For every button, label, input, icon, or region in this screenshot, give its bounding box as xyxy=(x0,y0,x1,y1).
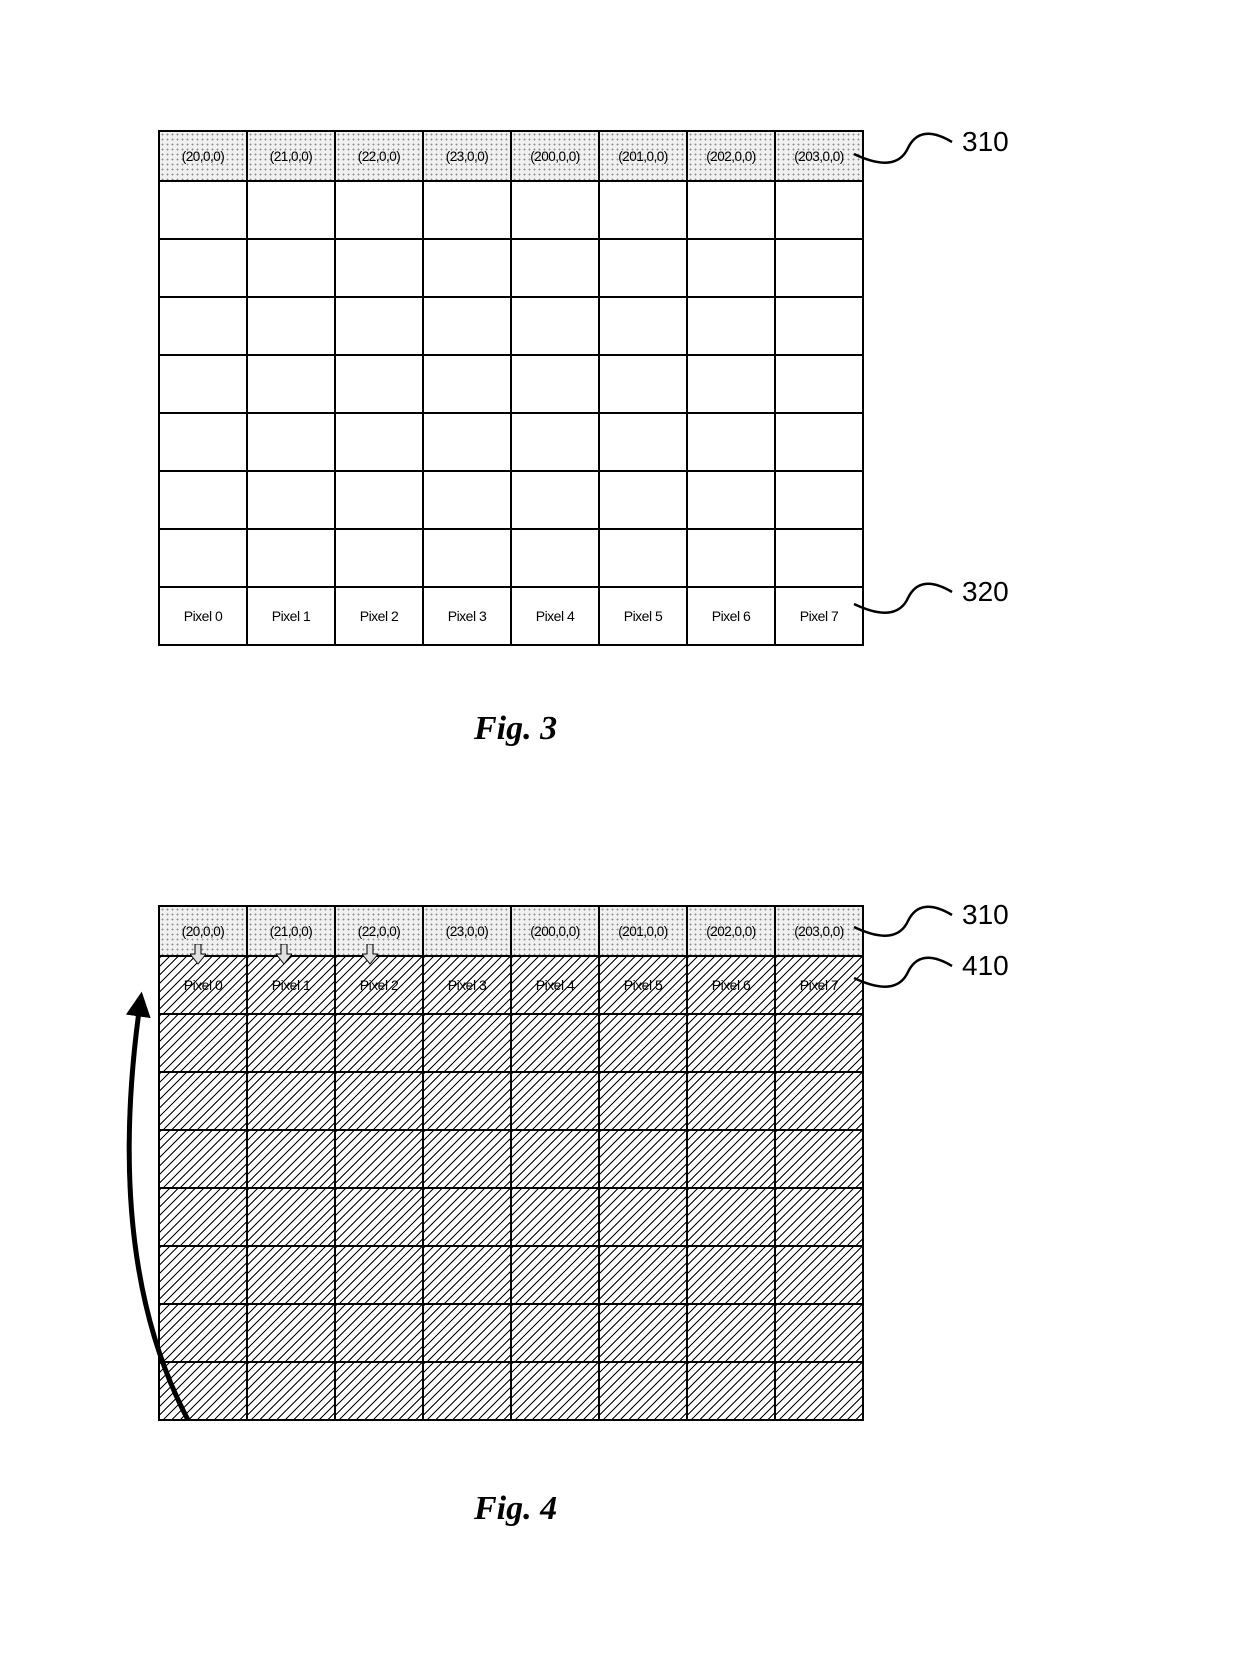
fig4-pixel-label: Pixel 3 xyxy=(448,977,487,993)
fig4-body-row xyxy=(159,1014,863,1072)
down-arrow-icon xyxy=(362,944,374,960)
fig3-pixel-label: Pixel 4 xyxy=(536,608,575,624)
fig4-header-label: (22,0,0) xyxy=(358,924,401,939)
fig3-header-cell: (200,0,0) xyxy=(511,131,599,181)
fig4-pixel-label: Pixel 7 xyxy=(800,977,839,993)
fig4-pixel-label: Pixel 4 xyxy=(536,977,575,993)
fig4-pixel-cell: Pixel 4 xyxy=(511,956,599,1014)
fig3-body-row xyxy=(159,297,863,355)
fig4-header-label: (23,0,0) xyxy=(446,924,489,939)
fig3-pixel-cell: Pixel 4 xyxy=(511,587,599,645)
figure-4-grid: (20,0,0) (21,0,0) (22,0,0) (23,0,0) (200… xyxy=(158,905,864,1421)
fig4-body-row xyxy=(159,1304,863,1362)
fig4-pixel-cell: Pixel 2 xyxy=(335,956,423,1014)
fig3-body-row xyxy=(159,529,863,587)
fig3-pixel-cell: Pixel 2 xyxy=(335,587,423,645)
fig4-header-label: (202,0,0) xyxy=(706,924,756,939)
fig4-body-row xyxy=(159,1246,863,1304)
fig3-header-label: (21,0,0) xyxy=(270,149,313,164)
figure-3-block: (20,0,0) (21,0,0) (22,0,0) (23,0,0) (200… xyxy=(158,130,864,646)
fig4-header-label: (20,0,0) xyxy=(182,924,225,939)
fig4-header-label: (200,0,0) xyxy=(530,924,580,939)
fig3-header-label: (202,0,0) xyxy=(706,149,756,164)
fig3-pixel-label: Pixel 6 xyxy=(712,608,751,624)
fig4-body-row xyxy=(159,1072,863,1130)
fig4-pixel-label: Pixel 6 xyxy=(712,977,751,993)
fig4-pixel-label: Pixel 1 xyxy=(272,977,311,993)
caption-fig4: Fig. 4 xyxy=(474,1490,557,1528)
fig3-body-row xyxy=(159,181,863,239)
fig3-pixel-cell: Pixel 5 xyxy=(599,587,687,645)
fig3-header-cell: (202,0,0) xyxy=(687,131,775,181)
fig3-header-row: (20,0,0) (21,0,0) (22,0,0) (23,0,0) (200… xyxy=(159,131,863,181)
fig4-header-label: (203,0,0) xyxy=(794,924,844,939)
fig4-header-label: (201,0,0) xyxy=(618,924,668,939)
fig4-header-cell: (23,0,0) xyxy=(423,906,511,956)
fig4-header-cell: (201,0,0) xyxy=(599,906,687,956)
fig3-header-cell: (20,0,0) xyxy=(159,131,247,181)
fig3-pixel-cell: Pixel 6 xyxy=(687,587,775,645)
fig3-header-label: (23,0,0) xyxy=(446,149,489,164)
fig3-pixel-label: Pixel 0 xyxy=(184,608,223,624)
fig3-header-cell: (201,0,0) xyxy=(599,131,687,181)
fig3-header-label: (22,0,0) xyxy=(358,149,401,164)
fig4-body-row xyxy=(159,1362,863,1420)
fig4-pixel-label: Pixel 0 xyxy=(184,977,223,993)
fig3-pixel-cell: Pixel 3 xyxy=(423,587,511,645)
figure-3-grid: (20,0,0) (21,0,0) (22,0,0) (23,0,0) (200… xyxy=(158,130,864,646)
fig4-pixel-label: Pixel 5 xyxy=(624,977,663,993)
fig3-header-label: (203,0,0) xyxy=(794,149,844,164)
fig3-header-cell: (22,0,0) xyxy=(335,131,423,181)
fig3-header-cell: (23,0,0) xyxy=(423,131,511,181)
fig4-pixel-row: Pixel 0 Pixel 1 Pixel 2 Pixel 3 Pixel 4 … xyxy=(159,956,863,1014)
fig3-body-row xyxy=(159,413,863,471)
fig4-body-row xyxy=(159,1188,863,1246)
fig3-body-row xyxy=(159,471,863,529)
fig3-pixel-cell: Pixel 1 xyxy=(247,587,335,645)
figure-4-block: (20,0,0) (21,0,0) (22,0,0) (23,0,0) (200… xyxy=(158,905,864,1421)
fig3-pixel-cell: Pixel 0 xyxy=(159,587,247,645)
fig4-header-label: (21,0,0) xyxy=(270,924,313,939)
fig3-pixel-label: Pixel 1 xyxy=(272,608,311,624)
callout-label-320-fig3: 320 xyxy=(962,576,1009,608)
down-arrow-icon xyxy=(190,944,202,960)
fig3-header-label: (20,0,0) xyxy=(182,149,225,164)
callout-curve-410 xyxy=(848,952,968,1000)
fig4-pixel-cell: Pixel 5 xyxy=(599,956,687,1014)
fig4-header-row: (20,0,0) (21,0,0) (22,0,0) (23,0,0) (200… xyxy=(159,906,863,956)
fig4-body-row xyxy=(159,1130,863,1188)
callout-label-310-fig4: 310 xyxy=(962,899,1009,931)
fig4-header-cell: (202,0,0) xyxy=(687,906,775,956)
curved-arrow-icon xyxy=(80,980,200,1440)
callout-label-310-fig3: 310 xyxy=(962,126,1009,158)
fig3-header-label: (201,0,0) xyxy=(618,149,668,164)
fig4-header-cell: (200,0,0) xyxy=(511,906,599,956)
fig3-pixel-label: Pixel 3 xyxy=(448,608,487,624)
fig3-pixel-label: Pixel 7 xyxy=(800,608,839,624)
fig4-pixel-cell: Pixel 6 xyxy=(687,956,775,1014)
callout-curve-310-fig4 xyxy=(848,901,968,949)
fig3-pixel-row: Pixel 0 Pixel 1 Pixel 2 Pixel 3 Pixel 4 … xyxy=(159,587,863,645)
fig3-pixel-label: Pixel 5 xyxy=(624,608,663,624)
callout-label-410: 410 xyxy=(962,950,1009,982)
callout-curve-320-fig3 xyxy=(848,578,968,626)
fig4-header-cell: (22,0,0) xyxy=(335,906,423,956)
down-arrow-icon xyxy=(276,944,288,960)
fig4-pixel-label: Pixel 2 xyxy=(360,977,399,993)
callout-curve-310-fig3 xyxy=(848,128,968,176)
fig3-pixel-label: Pixel 2 xyxy=(360,608,399,624)
fig4-pixel-cell: Pixel 3 xyxy=(423,956,511,1014)
fig3-header-cell: (21,0,0) xyxy=(247,131,335,181)
fig3-body-row xyxy=(159,239,863,297)
fig3-header-label: (200,0,0) xyxy=(530,149,580,164)
fig3-body-row xyxy=(159,355,863,413)
caption-fig3: Fig. 3 xyxy=(474,710,557,748)
